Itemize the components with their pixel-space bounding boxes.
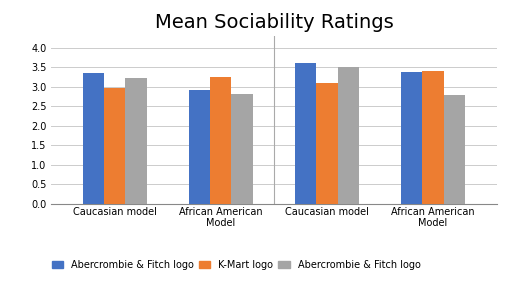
Bar — [337, 67, 359, 204]
Bar — [125, 78, 146, 204]
Title: Mean Sociability Ratings: Mean Sociability Ratings — [155, 13, 393, 32]
Bar — [104, 88, 125, 204]
Bar — [210, 77, 231, 204]
Bar — [83, 73, 104, 204]
Bar — [316, 83, 337, 204]
Legend: Abercrombie & Fitch logo, K-Mart logo, Abercrombie & Fitch logo: Abercrombie & Fitch logo, K-Mart logo, A… — [52, 260, 420, 270]
Bar — [295, 63, 316, 204]
Bar — [189, 89, 210, 204]
Bar — [422, 71, 443, 204]
Bar — [443, 95, 465, 204]
Bar — [231, 94, 253, 204]
Bar — [401, 72, 422, 204]
